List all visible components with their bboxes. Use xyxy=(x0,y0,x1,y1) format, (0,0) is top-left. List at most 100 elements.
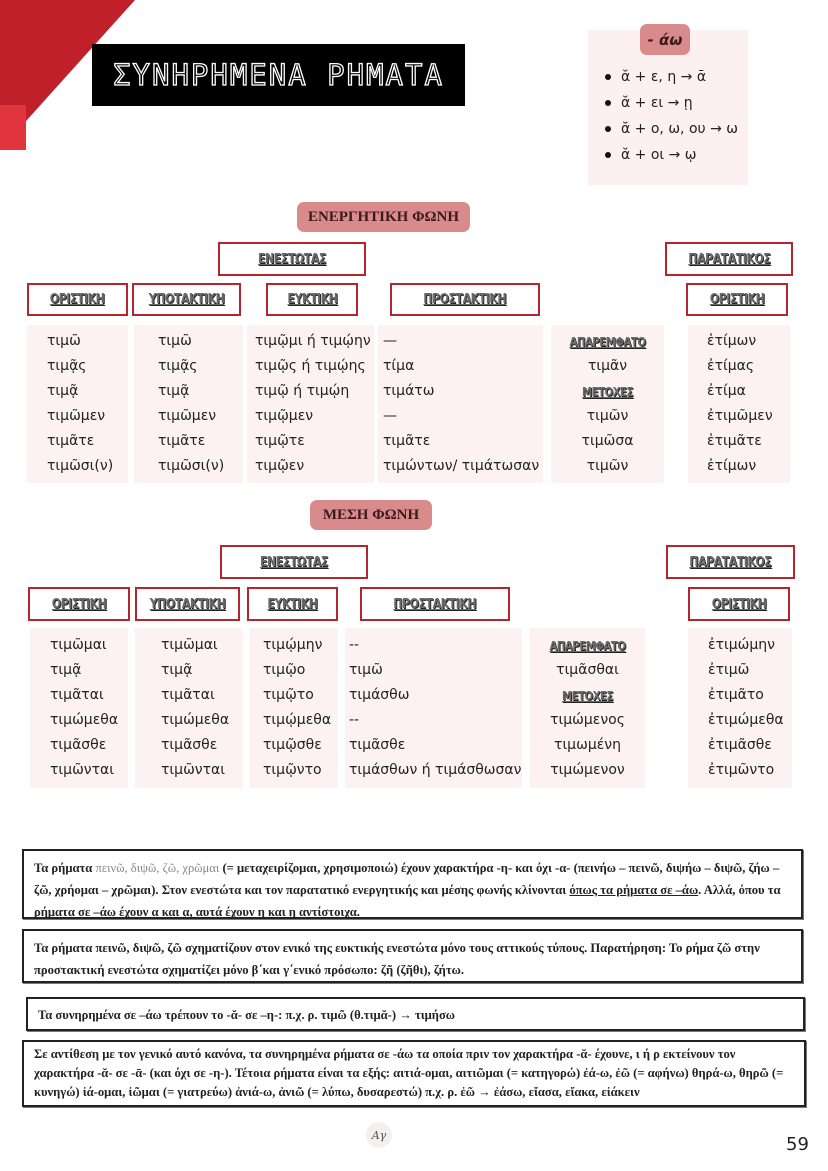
corner-decoration-accent xyxy=(0,105,26,150)
author-logo: Αγ xyxy=(366,1122,392,1148)
note-1: Τα ρήματα πεινῶ, διψῶ, ζῶ, χρῶμαι (= μετ… xyxy=(22,849,803,919)
bullet-icon xyxy=(605,152,611,158)
rules-label: - άω xyxy=(640,24,690,55)
active-present-heading-label: ΕΝΕΣΤΩΤΑΣ xyxy=(258,251,326,267)
conjugation-form: ἐτιμᾶσθε xyxy=(708,737,772,753)
active-mood-imperative-label: ΠΡΟΣΤΑΚΤΙΚΗ xyxy=(423,292,507,307)
conjugation-form: ἐτιμῶμεν xyxy=(707,408,773,424)
conjugation-form: τιμῶ xyxy=(349,662,383,678)
participle-form: τιμωμένη xyxy=(554,737,621,753)
page-title: ΣΥΝΗΡΗΜΕΝΑ ΡΗΜΑΤΑ xyxy=(112,57,444,92)
conjugation-form: τιμᾷ xyxy=(158,383,190,399)
conjugation-form: τιμάσθω xyxy=(349,687,410,703)
active-mood-optative: ΕΥΚΤΙΚΗ xyxy=(266,283,358,316)
title-banner: ΣΥΝΗΡΗΜΕΝΑ ΡΗΜΑΤΑ xyxy=(92,44,465,106)
middle-column-imperative xyxy=(345,628,522,788)
rule-text: ᾰ + ο, ω, ου → ω xyxy=(621,121,738,137)
conjugation-form: τιμᾶτε xyxy=(158,433,206,449)
rule-item: ᾰ + ε, η → ᾱ xyxy=(605,69,706,85)
active-column-indicative xyxy=(27,325,128,483)
active-mood-indicative: ΟΡΙΣΤΙΚΗ xyxy=(27,283,128,316)
conjugation-form: τιμῶσι(ν) xyxy=(47,458,114,474)
active-column-imperfect_indicative xyxy=(688,325,790,483)
active-mood-imperative: ΠΡΟΣΤΑΚΤΙΚΗ xyxy=(390,283,540,316)
rule-text: ᾰ + ε, η → ᾱ xyxy=(621,69,707,85)
conjugation-form: -- xyxy=(349,712,360,728)
note-text: (= μεταχειρίζομαι, χρησιμοποιώ) έχουν χα… xyxy=(34,861,780,897)
middle-mood-optative: ΕΥΚΤΙΚΗ xyxy=(247,587,338,621)
participle-form: τιμώμενος xyxy=(550,712,625,728)
active-present-heading: ΕΝΕΣΤΩΤΑΣ xyxy=(218,242,366,276)
bullet-icon xyxy=(605,100,611,106)
conjugation-form: τιμάσθων ή τιμάσθωσαν xyxy=(349,762,522,778)
conjugation-form: τίμα xyxy=(383,358,415,374)
conjugation-form: τιμῶ xyxy=(158,333,192,349)
active-column-optative xyxy=(247,325,374,483)
middle-imperfect-heading-label: ΠΑΡΑΤΑΤΙΚΟΣ xyxy=(689,554,772,570)
conjugation-form: ἐτιμᾶτο xyxy=(708,687,764,703)
participle-form: τιμώμενον xyxy=(550,762,625,778)
active-imperfect-heading-label: ΠΑΡΑΤΑΤΙΚΟΣ xyxy=(687,251,771,267)
note-verbs: πεινῶ, διψῶ, ζῶ, χρῶμαι xyxy=(95,861,220,875)
active-mood-imperfect-indicative: ΟΡΙΣΤΙΚΗ xyxy=(686,283,788,316)
bullet-icon xyxy=(605,126,611,132)
middle-mood-subjunctive-label: ΥΠΟΤΑΚΤΙΚΗ xyxy=(149,596,226,612)
active-mood-optative-label: ΕΥΚΤΙΚΗ xyxy=(286,292,338,307)
conjugation-form: ἐτίμων xyxy=(707,458,757,474)
infinitive-label: ΑΠΑΡΕΜΦΑΤΟ xyxy=(569,335,646,349)
middle-voice-heading: ΜΕΣΗ ΦΩΝΗ xyxy=(310,500,432,530)
contraction-rules-box xyxy=(588,30,748,185)
middle-imperfect-heading: ΠΑΡΑΤΑΤΙΚΟΣ xyxy=(666,545,795,579)
conjugation-form: τιμᾶται xyxy=(161,687,215,703)
conjugation-form: τιμῶμαι xyxy=(161,637,218,653)
conjugation-form: τιμῶ xyxy=(47,333,81,349)
conjugation-form: τιμάτω xyxy=(383,383,435,399)
conjugation-form: τιμᾷ xyxy=(50,662,82,678)
rule-text: ᾰ + οι → ῳ xyxy=(621,147,697,163)
conjugation-form: — xyxy=(383,333,397,349)
conjugation-form: ἐτιμῶντο xyxy=(708,762,775,778)
conjugation-form: ἐτιμώμην xyxy=(708,637,775,653)
infinitive-label: ΑΠΑΡΕΜΦΑΤΟ xyxy=(549,639,626,653)
middle-mood-optative-label: ΕΥΚΤΙΚΗ xyxy=(267,596,318,612)
conjugation-form: τιμῴμεθα xyxy=(263,712,332,728)
middle-mood-imperfect-indicative: ΟΡΙΣΤΙΚΗ xyxy=(688,587,790,621)
rule-text: ᾰ + ει → ῃ xyxy=(621,95,693,111)
note-text: Τα ρήματα xyxy=(34,861,96,875)
bullet-icon xyxy=(605,74,611,80)
conjugation-form: τιμῷμεν xyxy=(255,408,314,424)
conjugation-form: τιμᾶσθε xyxy=(50,737,107,753)
middle-present-heading-label: ΕΝΕΣΤΩΤΑΣ xyxy=(260,554,328,570)
middle-mood-imperative-label: ΠΡΟΣΤΑΚΤΙΚΗ xyxy=(393,596,477,612)
page-number: 59 xyxy=(786,1134,809,1155)
active-mood-subjunctive: ΥΠΟΤΑΚΤΙΚΗ xyxy=(132,283,241,316)
rule-item: ᾰ + ει → ῃ xyxy=(605,95,693,111)
conjugation-form: ἐτιμώμεθα xyxy=(708,712,784,728)
note-underlined: όπως τα ρήματα σε –άω xyxy=(569,883,699,897)
conjugation-form: ἐτιμᾶτε xyxy=(707,433,762,449)
conjugation-form: ἐτιμῶ xyxy=(708,662,750,678)
note-4: Σε αντίθεση με τον γενικό αυτό κανόνα, τ… xyxy=(22,1040,806,1107)
active-voice-heading: ΕΝΕΡΓΗΤΙΚΗ ΦΩΝΗ xyxy=(297,202,470,232)
conjugation-form: τιμᾷ xyxy=(161,662,193,678)
middle-column-optative xyxy=(250,628,338,788)
note-3: Τα συνηρημένα σε –άω τρέπουν το -ᾰ- σε –… xyxy=(26,997,805,1031)
conjugation-form: τιμᾶσθε xyxy=(161,737,218,753)
active-imperfect-heading: ΠΑΡΑΤΑΤΙΚΟΣ xyxy=(665,242,793,276)
middle-column-indicative xyxy=(30,628,128,788)
conjugation-form: τιμῷσθε xyxy=(263,737,322,753)
conjugation-form: -- xyxy=(349,637,360,653)
conjugation-form: τιμῶσι(ν) xyxy=(158,458,225,474)
conjugation-form: τιμῶμεν xyxy=(47,408,106,424)
conjugation-form: ἐτίμα xyxy=(707,383,746,399)
middle-column-infinitive-participles xyxy=(530,628,645,788)
conjugation-form: τιμῷο xyxy=(263,662,306,678)
conjugation-form: τιμῷντο xyxy=(263,762,322,778)
conjugation-form: τιμῴμην xyxy=(263,637,323,653)
participles-label: ΜΕΤΟΧΕΣ xyxy=(562,689,613,703)
active-column-infinitive-participles xyxy=(551,325,664,483)
conjugation-form: τιμῶμεν xyxy=(158,408,217,424)
rule-item: ᾰ + οι → ῳ xyxy=(605,147,697,163)
conjugation-form: τιμῷτο xyxy=(263,687,314,703)
conjugation-form: τιμᾷ xyxy=(47,383,79,399)
